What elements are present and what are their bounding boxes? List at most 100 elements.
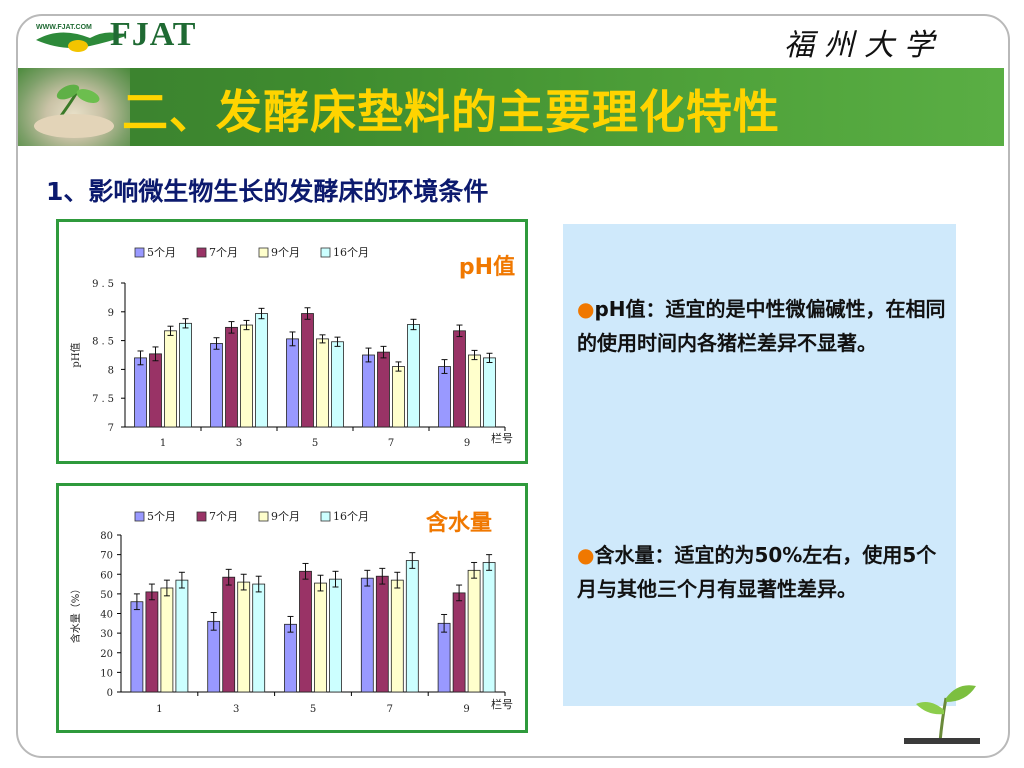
- bar: [329, 578, 342, 693]
- ph-note: ●pH值：适宜的是中性微偏碱性，在相同的使用时间内各猪栏差异不显著。: [577, 292, 947, 360]
- chart-title: 含水量: [426, 510, 492, 536]
- legend-swatch: [258, 511, 269, 522]
- x-tick-label: 7: [388, 438, 394, 449]
- bar: [255, 313, 268, 428]
- bar: [314, 582, 327, 693]
- section-subtitle: 1、影响微生物生长的发酵床的环境条件: [46, 177, 489, 206]
- y-tick-label: 0: [107, 688, 113, 699]
- chart-svg: pH值 5个月 7个月 9个月 16个月 7 7.5 8 8.5 9 9.5 pH值 1 3 5 7 9 栏号: [69, 246, 515, 449]
- bar: [207, 620, 221, 693]
- bar: [222, 576, 236, 693]
- x-axis-label: 栏号: [491, 431, 513, 445]
- y-tick-label: 9: [108, 308, 117, 319]
- legend-swatch: [320, 247, 331, 258]
- bar: [437, 622, 451, 693]
- sprout-icon: [904, 685, 980, 744]
- x-axis-label: 栏号: [491, 697, 513, 711]
- bar: [377, 351, 390, 428]
- legend-label: 16个月: [333, 510, 369, 523]
- legend-swatch: [134, 247, 145, 258]
- x-tick-label: 1: [160, 438, 166, 449]
- bar: [179, 322, 192, 428]
- bar: [240, 324, 253, 428]
- bar: [284, 623, 297, 693]
- bullet-icon: ●: [577, 297, 595, 321]
- legend-swatch: [196, 511, 207, 522]
- x-tick-label: 5: [312, 438, 318, 449]
- legend-swatch: [320, 511, 331, 522]
- legend-label: 16个月: [333, 246, 369, 259]
- bar: [390, 579, 404, 693]
- title-banner: 二、发酵床垫料的主要理化特性: [18, 68, 1004, 146]
- y-axis-label: 含水量（%）: [69, 584, 82, 644]
- bar: [362, 354, 375, 428]
- bar: [252, 583, 266, 693]
- moisture-note: ●含水量：适宜的为50%左右，使用5个月与其他三个月有显著性差异。: [577, 538, 947, 606]
- bar: [407, 324, 420, 428]
- y-tick-label: 50: [100, 590, 113, 601]
- x-tick-label: 9: [463, 704, 469, 715]
- y-axis-label: pH值: [69, 342, 82, 367]
- info-panel: ●pH值：适宜的是中性微偏碱性，在相同的使用时间内各猪栏差异不显著。 ●含水量：…: [563, 224, 956, 706]
- y-tick-label: 20: [100, 649, 113, 660]
- y-tick-label: 40: [100, 610, 113, 621]
- legend-label: 7个月: [209, 510, 238, 523]
- legend-label: 9个月: [271, 246, 300, 259]
- moisture-chart: 含水量 5个月 7个月 9个月 16个月 0 10 20 30 40 50 60 70 80 含水量（%） 1…: [56, 483, 528, 733]
- logo-text: FJAT: [110, 16, 197, 53]
- bar: [210, 343, 223, 428]
- chart-svg: 含水量 5个月 7个月 9个月 16个月 0 10 20 30 40 50 60 70 80 含水量（%） 1…: [69, 510, 513, 715]
- bar: [175, 579, 189, 693]
- bullet-icon: ●: [577, 543, 595, 567]
- seedling-hands-image: [18, 68, 130, 146]
- bar: [375, 575, 389, 693]
- bar: [405, 560, 419, 693]
- x-tick-label: 9: [464, 438, 470, 449]
- legend-swatch: [196, 247, 207, 258]
- bar: [160, 587, 174, 693]
- bar: [164, 330, 177, 428]
- legend-swatch: [258, 247, 269, 258]
- bar: [452, 592, 466, 693]
- fjat-logo: [30, 20, 200, 62]
- ph-note-text: pH值：适宜的是中性微偏碱性，在相同的使用时间内各猪栏差异不显著。: [577, 297, 946, 355]
- university-name: 福州大学: [784, 28, 944, 63]
- bar: [438, 366, 451, 428]
- bar: [482, 562, 496, 693]
- moisture-note-text: 含水量：适宜的为50%左右，使用5个月与其他三个月有显著性差异。: [577, 543, 937, 601]
- bar: [134, 357, 147, 428]
- legend-label: 7个月: [209, 246, 238, 259]
- bar: [453, 330, 466, 428]
- bar: [392, 366, 405, 428]
- legend-swatch: [134, 511, 145, 522]
- x-tick-label: 3: [233, 704, 239, 715]
- legend-label: 9个月: [271, 510, 300, 523]
- y-tick-label: 10: [100, 668, 113, 679]
- y-tick-label: 60: [100, 570, 113, 581]
- page-title: 二、发酵床垫料的主要理化特性: [122, 85, 780, 139]
- y-tick-label: 30: [100, 629, 113, 640]
- chart-title: pH值: [459, 254, 515, 280]
- y-tick-label: 7: [108, 423, 117, 434]
- bar: [301, 313, 314, 428]
- bar: [149, 353, 162, 428]
- bar: [483, 357, 496, 428]
- y-tick-label: 8.5: [92, 337, 117, 348]
- bird-logo-icon: [36, 32, 126, 52]
- x-tick-label: 3: [236, 438, 242, 449]
- bar: [468, 354, 481, 428]
- x-tick-label: 1: [156, 704, 162, 715]
- bar: [360, 577, 374, 693]
- x-tick-label: 7: [387, 704, 393, 715]
- bar: [299, 570, 312, 693]
- y-tick-label: 70: [100, 551, 113, 562]
- bar: [467, 569, 481, 693]
- bar: [286, 338, 299, 428]
- x-tick-label: 5: [310, 704, 316, 715]
- bar: [237, 581, 251, 693]
- y-tick-label: 7.5: [92, 394, 117, 405]
- y-tick-label: 80: [100, 531, 113, 542]
- ph-chart: pH值 5个月 7个月 9个月 16个月 7 7.5 8 8.5 9 9.5 pH值 1 3 5 7 9 栏号: [56, 219, 528, 464]
- y-tick-label: 9.5: [92, 279, 117, 290]
- bar: [130, 601, 144, 693]
